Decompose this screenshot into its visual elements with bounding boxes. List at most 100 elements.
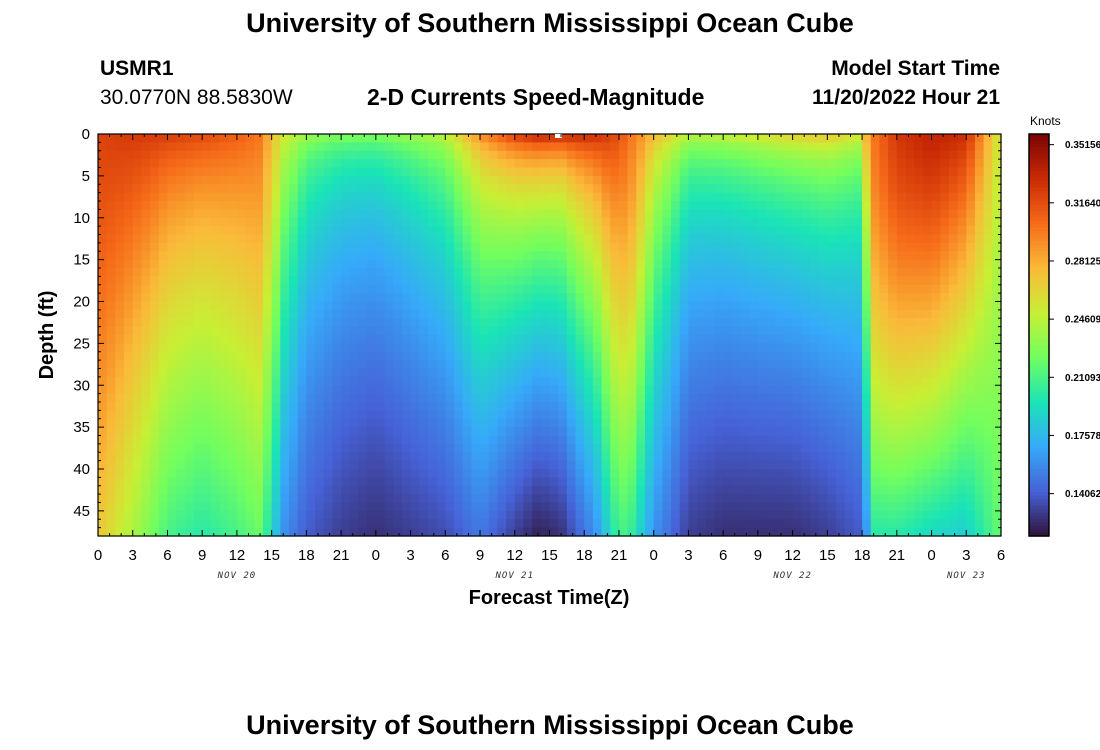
heatmap-cell bbox=[662, 477, 672, 487]
heatmap-cell bbox=[410, 134, 420, 143]
heatmap-cell bbox=[645, 326, 655, 336]
heatmap-cell bbox=[679, 368, 690, 378]
heatmap-cell bbox=[922, 351, 933, 361]
heatmap-cell bbox=[453, 376, 464, 386]
heatmap-cell bbox=[618, 167, 629, 177]
heatmap-cell bbox=[983, 343, 993, 353]
heatmap-cell bbox=[532, 418, 542, 428]
heatmap-cell bbox=[532, 402, 542, 411]
heatmap-cell bbox=[532, 201, 542, 210]
heatmap-cell bbox=[662, 385, 672, 395]
heatmap-cell bbox=[436, 443, 446, 453]
heatmap-cell bbox=[818, 418, 828, 428]
heatmap-cell bbox=[98, 427, 108, 437]
heatmap-cell bbox=[558, 494, 568, 504]
heatmap-cell bbox=[523, 402, 533, 411]
heatmap-cell bbox=[922, 184, 933, 194]
heatmap-cell bbox=[766, 376, 776, 386]
heatmap-cell bbox=[879, 435, 889, 445]
heatmap-cell bbox=[931, 142, 941, 152]
heatmap-cell bbox=[818, 393, 828, 403]
heatmap-cell bbox=[801, 309, 811, 319]
heatmap-cell bbox=[245, 242, 255, 252]
heatmap-cell bbox=[974, 502, 985, 512]
heatmap-cell bbox=[844, 443, 854, 453]
heatmap-cell bbox=[523, 284, 533, 294]
heatmap-cell bbox=[115, 335, 125, 344]
heatmap-cell bbox=[453, 519, 464, 529]
heatmap-cell bbox=[375, 351, 386, 361]
heatmap-cell bbox=[731, 485, 742, 495]
heatmap-cell bbox=[697, 192, 707, 202]
heatmap-cell bbox=[332, 175, 342, 185]
heatmap-cell bbox=[262, 318, 273, 328]
heatmap-cell bbox=[184, 234, 195, 244]
heatmap-cell bbox=[566, 460, 577, 470]
heatmap-cell bbox=[115, 209, 125, 219]
heatmap-cell bbox=[167, 175, 177, 185]
heatmap-cell bbox=[688, 276, 698, 286]
heatmap-cell bbox=[966, 226, 976, 236]
heatmap-cell bbox=[879, 234, 889, 244]
heatmap-cell bbox=[393, 452, 403, 462]
heatmap-cell bbox=[367, 494, 377, 504]
heatmap-cell bbox=[914, 360, 924, 370]
heatmap-cell bbox=[809, 251, 820, 261]
heatmap-cell bbox=[905, 485, 915, 495]
heatmap-cell bbox=[818, 527, 828, 537]
heatmap-cell bbox=[289, 184, 299, 194]
heatmap-cell bbox=[592, 134, 603, 143]
heatmap-cell bbox=[566, 527, 577, 537]
heatmap-cell bbox=[254, 268, 264, 277]
heatmap-cell bbox=[766, 502, 776, 512]
heatmap-cell bbox=[488, 326, 498, 336]
heatmap-cell bbox=[236, 159, 247, 169]
heatmap-cell bbox=[645, 469, 655, 478]
heatmap-cell bbox=[870, 192, 881, 202]
heatmap-cell bbox=[410, 343, 420, 353]
heatmap-cell bbox=[193, 443, 203, 453]
heatmap-cell bbox=[393, 226, 403, 236]
heatmap-cell bbox=[480, 242, 490, 252]
heatmap-cell bbox=[184, 393, 195, 403]
heatmap-cell bbox=[723, 251, 733, 261]
heatmap-cell bbox=[870, 460, 881, 470]
heatmap-cell bbox=[992, 284, 1002, 294]
heatmap-cell bbox=[98, 494, 108, 504]
heatmap-cell bbox=[827, 150, 837, 160]
heatmap-cell bbox=[488, 435, 498, 445]
heatmap-cell bbox=[523, 494, 533, 504]
heatmap-cell bbox=[653, 268, 663, 277]
heatmap-cell bbox=[315, 385, 325, 395]
heatmap-cell bbox=[471, 360, 481, 370]
heatmap-cell bbox=[653, 175, 663, 185]
heatmap-cell bbox=[445, 385, 455, 395]
heatmap-cell bbox=[948, 251, 959, 261]
heatmap-cell bbox=[280, 452, 290, 462]
heatmap-cell bbox=[592, 201, 603, 210]
heatmap-cell bbox=[662, 242, 672, 252]
heatmap-cell bbox=[236, 418, 247, 428]
heatmap-cell bbox=[601, 142, 611, 152]
heatmap-cell bbox=[645, 192, 655, 202]
heatmap-cell bbox=[688, 410, 698, 420]
heatmap-cell bbox=[410, 502, 420, 512]
heatmap-cell bbox=[888, 209, 898, 219]
heatmap-cell bbox=[879, 410, 889, 420]
heatmap-cell bbox=[931, 460, 941, 470]
heatmap-cell bbox=[332, 234, 342, 244]
heatmap-cell bbox=[202, 192, 212, 202]
heatmap-cell bbox=[132, 150, 143, 160]
heatmap-cell bbox=[731, 351, 742, 361]
heatmap-cell bbox=[115, 318, 125, 328]
heatmap-cell bbox=[124, 251, 134, 261]
heatmap-cell bbox=[584, 284, 594, 294]
heatmap-cell bbox=[410, 259, 420, 269]
heatmap-cell bbox=[332, 192, 342, 202]
heatmap-cell bbox=[115, 402, 125, 411]
heatmap-cell bbox=[158, 192, 169, 202]
heatmap-cell bbox=[349, 343, 360, 353]
heatmap-cell bbox=[132, 494, 143, 504]
heatmap-cell bbox=[575, 376, 585, 386]
heatmap-cell bbox=[974, 201, 985, 210]
